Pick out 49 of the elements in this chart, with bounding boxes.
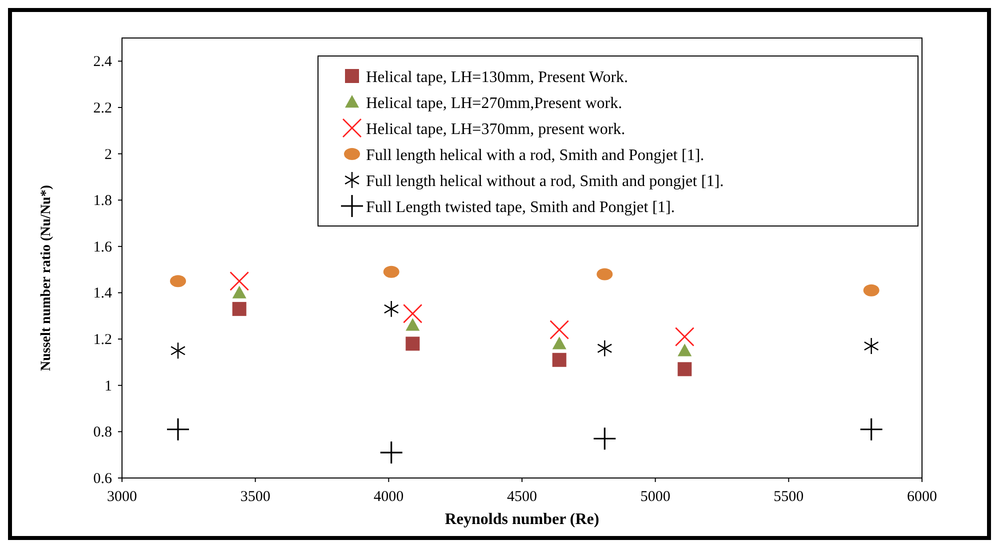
legend-label: Helical tape, LH=270mm,Present work.	[366, 95, 622, 112]
point	[406, 336, 420, 351]
point	[380, 442, 402, 464]
point	[678, 344, 692, 356]
x-axis-title: Reynolds number (Re)	[444, 511, 600, 528]
legend-label: Helical tape, LH=130mm, Present Work.	[366, 69, 628, 86]
x-tick-label: 3000	[107, 489, 137, 505]
point	[167, 418, 189, 440]
legend-label: Full length helical with a rod, Smith and Pongjet [1].	[366, 147, 704, 164]
y-tick-label: 1.6	[93, 239, 112, 256]
point	[674, 327, 694, 346]
point	[232, 286, 246, 298]
x-tick-label: 3500	[240, 489, 270, 505]
y-tick-label: 2.4	[93, 54, 112, 70]
point	[384, 300, 399, 317]
point	[860, 418, 882, 440]
point	[597, 340, 612, 356]
point	[406, 318, 420, 331]
x-tick-label: 6000	[907, 489, 937, 505]
y-tick-label: 0.8	[93, 424, 112, 441]
point	[170, 275, 186, 288]
point	[230, 271, 250, 291]
x-tick-label: 4000	[374, 489, 404, 505]
point	[596, 268, 613, 280]
point	[550, 320, 570, 340]
point	[232, 302, 246, 316]
y-tick-label: 1.8	[93, 193, 112, 210]
point	[552, 352, 566, 367]
y-tick-label: 1	[104, 378, 112, 394]
y-tick-label: 1.2	[93, 332, 112, 348]
point	[552, 336, 566, 350]
point	[864, 338, 879, 354]
point	[678, 362, 692, 376]
point	[402, 304, 422, 324]
point	[863, 284, 880, 296]
y-axis-title: Nusselt number ratio (Nu/Nu*)	[39, 184, 54, 372]
legend-label: Helical tape, LH=370mm, present work.	[366, 121, 626, 138]
x-tick-label: 5500	[774, 489, 804, 505]
point	[594, 428, 616, 450]
y-tick-label: 0.6	[93, 471, 112, 487]
legend-label: Full Length twisted tape, Smith and Pongjet [1].	[366, 199, 675, 216]
legend-label: Full length helical without a rod, Smith and pongjet [1].	[366, 173, 724, 190]
x-tick-label: 4500	[507, 489, 537, 505]
y-tick-label: 2.2	[93, 100, 112, 116]
point	[383, 266, 400, 278]
y-tick-label: 2	[104, 146, 112, 163]
point	[170, 342, 186, 359]
y-tick-label: 1.4	[93, 286, 112, 302]
x-tick-label: 5000	[640, 489, 670, 505]
